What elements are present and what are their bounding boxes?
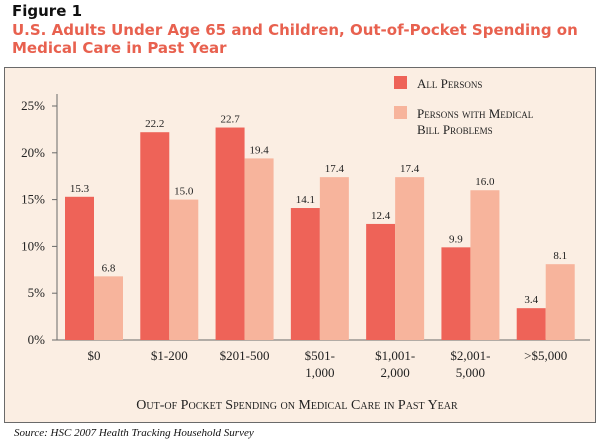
data-label: 16.0 [475,176,495,188]
x-tick-label: $501- [305,348,335,363]
data-label: 19.4 [249,144,269,156]
x-tick-label: 2,000 [381,365,410,380]
chart-title: U.S. Adults Under Age 65 and Children, O… [12,21,578,57]
figure-label: Figure 1 [12,2,83,20]
bar-bill-problems [169,199,199,340]
data-label: 12.4 [371,210,391,222]
x-tick-label: $1-200 [151,348,188,363]
bar-bill-problems [395,177,425,340]
data-label: 8.1 [553,250,567,262]
bar-all-persons [140,132,170,340]
bar-all-persons [441,247,471,340]
y-tick-label: 20% [21,145,45,160]
data-label: 22.2 [145,118,164,130]
y-tick-label: 15% [21,192,45,207]
x-tick-label: $0 [88,348,101,363]
bar-all-persons [65,196,94,340]
data-label: 17.4 [400,163,420,175]
x-tick-label: >$5,000 [524,348,567,363]
y-tick-label: 10% [21,238,45,253]
legend-label: Bill Problems [417,122,493,137]
data-label: 14.1 [296,194,315,206]
bar-bill-problems [470,190,500,340]
x-tick-label: $2,001- [450,348,490,363]
y-tick-label: 25% [21,98,45,113]
data-label: 6.8 [102,262,116,274]
bar-chart: 0% 5% 10% 15% 20% 25% 15.3 6.8 $0 22.2 15.0 $1-200 2… [21,76,590,413]
bar-bill-problems [244,158,274,340]
bar-all-persons [516,308,546,340]
x-tick-label: 5,000 [456,365,485,380]
bar-bill-problems [319,177,349,340]
legend-swatch [394,76,407,89]
data-label: 3.4 [524,294,538,306]
legend-swatch [394,106,407,119]
data-label: 15.3 [70,183,90,195]
y-tick-label: 5% [28,285,46,300]
bar-bill-problems [545,264,575,340]
bar-all-persons [215,127,245,340]
legend-label: All Persons [417,76,482,91]
data-label: 22.7 [220,114,240,126]
data-label: 15.0 [174,186,194,198]
data-label: 17.4 [325,163,345,175]
chart-frame: 0% 5% 10% 15% 20% 25% 15.3 6.8 $0 22.2 15.0 $1-200 2… [4,67,596,423]
x-axis-title: Out-of Pocket Spending on Medical Care i… [136,398,458,413]
x-tick-label: 1,000 [305,365,334,380]
x-tick-label: $201-500 [220,348,270,363]
bar-all-persons [290,208,320,340]
data-label: 9.9 [449,233,463,245]
y-tick-label: 0% [28,332,46,347]
bar-bill-problems [94,276,123,340]
x-tick-label: $1,001- [375,348,415,363]
source-note: Source: HSC 2007 Health Tracking Househo… [14,427,254,439]
bar-all-persons [366,223,396,340]
legend-label: Persons with Medical [417,106,533,121]
